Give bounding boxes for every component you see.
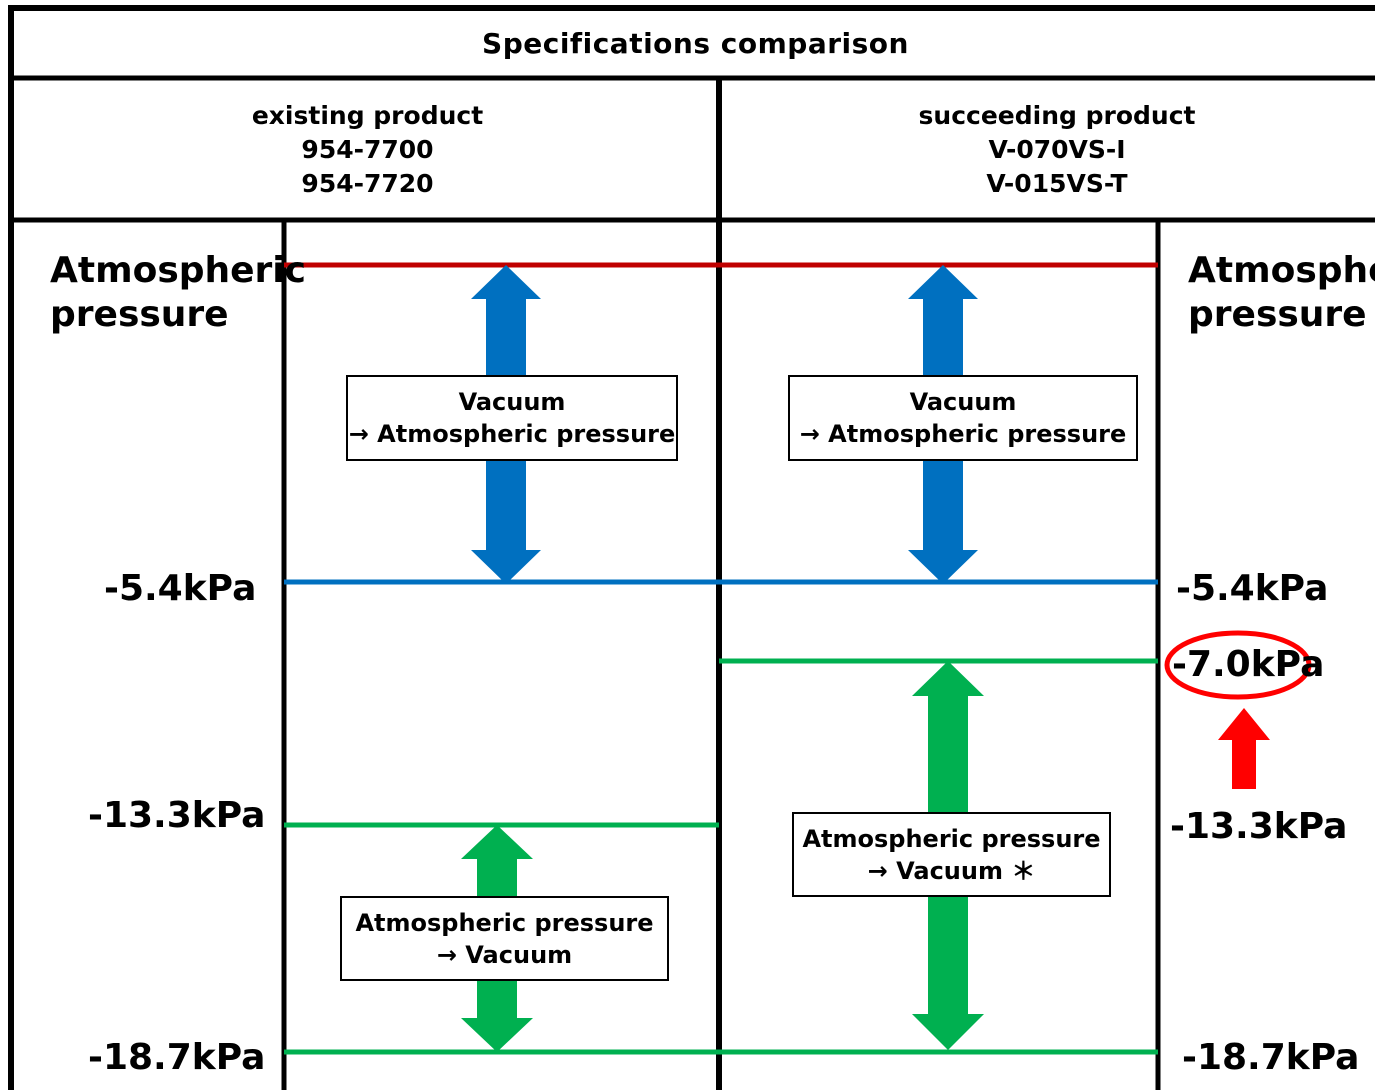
succeeding-model-2: V-015VS-T: [986, 169, 1128, 198]
outer-frame: [8, 5, 1375, 1090]
succeeding-release-line2: → Atmospheric pressure: [799, 420, 1127, 448]
left-label-13-3: -13.3kPa: [88, 795, 266, 836]
left-atmospheric-label: Atmospheric pressure: [50, 249, 306, 337]
succeeding-release-box: Vacuum → Atmospheric pressure: [788, 375, 1138, 461]
existing-product-header: existing product 954-7700 954-7720: [16, 82, 719, 218]
right-atmospheric-line2: pressure: [1188, 294, 1367, 335]
existing-suction-line1: Atmospheric pressure: [355, 908, 654, 937]
succeeding-release-line1: Vacuum: [909, 388, 1017, 416]
existing-product-label: existing product: [251, 101, 484, 130]
left-atmospheric-line2: pressure: [50, 294, 229, 335]
succeeding-suction-line2: → Vacuum ＊: [867, 856, 1036, 885]
existing-suction-box: Atmospheric pressure → Vacuum: [340, 896, 669, 981]
succeeding-product-header: succeeding product V-070VS-I V-015VS-T: [722, 82, 1375, 218]
right-atmospheric-line1: Atmospheric: [1188, 250, 1375, 291]
succeeding-suction-line1: Atmospheric pressure: [802, 824, 1101, 853]
existing-model-1: 954-7700: [301, 135, 434, 164]
left-label-5-4: -5.4kPa: [104, 568, 257, 609]
pressure-levels: [284, 262, 1158, 1055]
existing-model-2: 954-7720: [301, 169, 434, 198]
right-label-7-0: -7.0kPa: [1172, 644, 1325, 685]
existing-release-box: Vacuum → Atmospheric pressure: [346, 375, 678, 461]
existing-suction-line2: → Vacuum: [436, 940, 573, 969]
right-label-18-7: -18.7kPa: [1182, 1037, 1360, 1078]
succeeding-suction-box: Atmospheric pressure → Vacuum ＊: [792, 812, 1111, 897]
existing-release-line1: Vacuum: [458, 388, 566, 416]
left-label-18-7: -18.7kPa: [88, 1037, 266, 1078]
highlight-ellipse: [1164, 630, 1312, 700]
table-title: Specifications comparison: [482, 26, 909, 60]
succeeding-product-label: succeeding product: [918, 101, 1196, 130]
existing-release-line2: → Atmospheric pressure: [348, 420, 676, 448]
right-label-13-3: -13.3kPa: [1170, 806, 1348, 847]
right-label-5-4: -5.4kPa: [1176, 568, 1329, 609]
improvement-up-arrow: [1218, 708, 1270, 789]
succeeding-model-1: V-070VS-I: [988, 135, 1126, 164]
left-atmospheric-line1: Atmospheric: [50, 250, 306, 291]
right-atmospheric-label: Atmospheric pressure: [1188, 249, 1375, 337]
